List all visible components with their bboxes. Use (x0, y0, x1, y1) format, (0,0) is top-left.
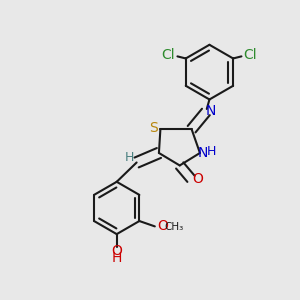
Text: N: N (206, 104, 216, 118)
Text: Cl: Cl (244, 48, 257, 62)
Text: H: H (124, 151, 134, 164)
Text: O: O (192, 172, 203, 186)
Text: O: O (111, 244, 122, 258)
Text: CH₃: CH₃ (164, 222, 184, 232)
Text: O: O (157, 219, 168, 233)
Text: S: S (149, 121, 158, 135)
Text: N: N (198, 146, 208, 160)
Text: H: H (112, 251, 122, 266)
Text: Cl: Cl (161, 48, 175, 62)
Text: H: H (206, 145, 216, 158)
